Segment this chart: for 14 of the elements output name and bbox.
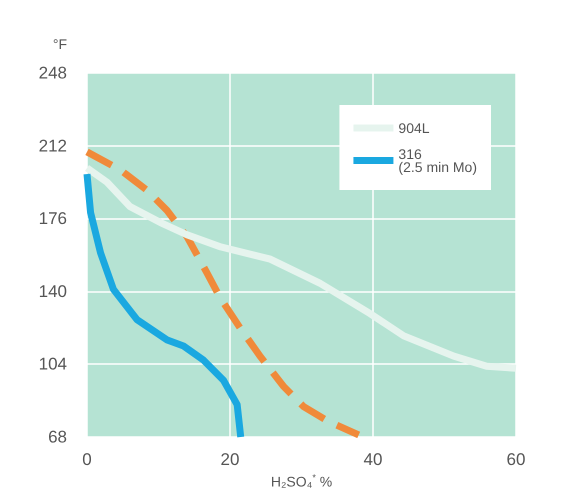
y-axis-title: °F (52, 36, 67, 52)
x-tick-label: 20 (220, 450, 240, 469)
x-tick-label: 0 (82, 450, 92, 469)
y-tick-label: 212 (38, 136, 67, 156)
x-tick-label: 60 (506, 450, 526, 469)
x-tick-label: 40 (364, 450, 382, 469)
x-axis-title: H₂SO₄* % (270, 472, 332, 490)
y-tick-label: 176 (38, 209, 67, 228)
legend-label: 316 (2.5 min Mo) (398, 146, 478, 175)
y-tick-label: 104 (38, 354, 67, 374)
y-tick-label: 248 (38, 64, 67, 82)
y-tick-label: 140 (38, 282, 67, 301)
legend-label: 904L (398, 120, 430, 136)
y-tick-label: 68 (48, 428, 67, 446)
